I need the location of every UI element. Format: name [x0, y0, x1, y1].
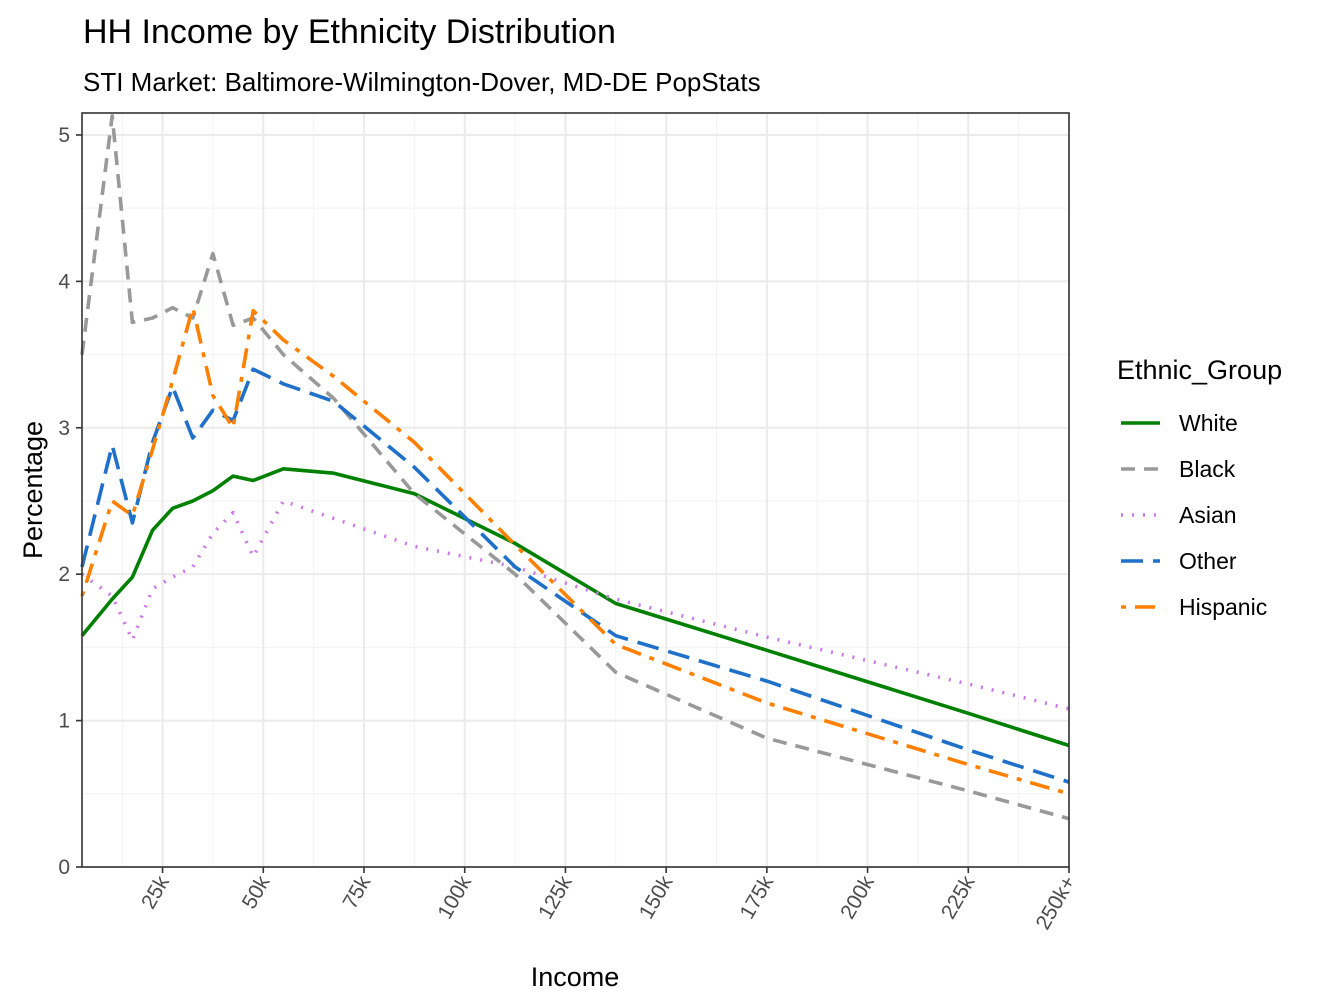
grid-minor — [82, 113, 1069, 867]
y-tick-label: 5 — [58, 124, 70, 147]
y-tick-label: 4 — [58, 270, 70, 293]
legend-label: Asian — [1179, 502, 1237, 528]
panel-border — [81, 112, 1070, 868]
plot-panel — [80, 112, 1070, 868]
series-line-hispanic — [80, 305, 1070, 796]
y-tick-label: 1 — [58, 710, 70, 733]
y-tick-label: 2 — [58, 563, 70, 586]
x-axis-title: Income — [531, 962, 620, 992]
y-axis-title: Percentage — [18, 421, 48, 559]
series-line-white — [80, 466, 1070, 748]
legend-item-hispanic: Hispanic — [1121, 594, 1267, 620]
x-axis: 25k 50k 75k 100k 125k 150k 175k 200k 225k 250k+ — [137, 867, 1080, 934]
x-tick-label: 50k — [238, 872, 275, 913]
legend-label: Other — [1179, 548, 1237, 574]
x-tick-label: 225k — [937, 872, 980, 923]
series-lines — [80, 114, 1070, 821]
x-tick-label: 100k — [433, 872, 476, 923]
legend: Ethnic_Group White Black Asian Other Hispani… — [1117, 355, 1282, 620]
x-tick-label: 250k+ — [1032, 872, 1081, 934]
legend-item-white: White — [1121, 410, 1238, 436]
legend-label: White — [1179, 410, 1238, 436]
chart-title: HH Income by Ethnicity Distribution — [83, 13, 616, 51]
y-tick-label: 0 — [58, 856, 70, 879]
legend-items: White Black Asian Other Hispanic — [1121, 410, 1267, 620]
legend-label: Black — [1179, 456, 1236, 482]
x-tick-label: 200k — [836, 872, 879, 923]
x-tick-label: 75k — [338, 872, 375, 913]
legend-label: Hispanic — [1179, 594, 1267, 620]
legend-title: Ethnic_Group — [1117, 355, 1282, 385]
legend-item-asian: Asian — [1121, 502, 1237, 528]
x-tick-label: 175k — [735, 872, 778, 923]
x-tick-label: 25k — [137, 872, 174, 913]
legend-item-other: Other — [1121, 548, 1237, 574]
chart-subtitle: STI Market: Baltimore-Wilmington-Dover, … — [83, 67, 761, 97]
series-line-asian — [80, 499, 1070, 711]
legend-item-black: Black — [1121, 456, 1236, 482]
panel-background — [82, 113, 1069, 867]
y-axis: 0 1 2 3 4 5 — [58, 124, 82, 879]
x-tick-label: 125k — [534, 872, 577, 923]
y-tick-label: 3 — [58, 417, 70, 440]
x-tick-label: 150k — [635, 872, 678, 923]
